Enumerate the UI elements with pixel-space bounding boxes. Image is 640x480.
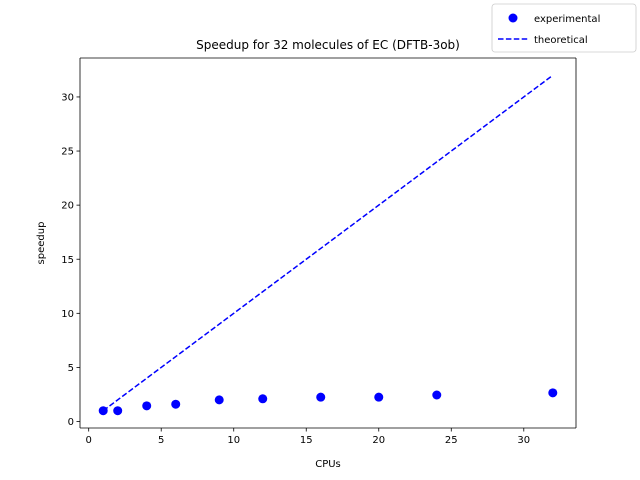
y-tick-label: 0 [68, 417, 74, 428]
data-point-experimental [171, 399, 181, 409]
data-point-experimental [316, 392, 326, 402]
x-tick-label: 5 [158, 435, 164, 446]
legend-frame [491, 3, 637, 53]
chart-title: Speedup for 32 molecules of EC (DFTB-3ob… [196, 38, 460, 52]
legend-label-theoretical: theoretical [534, 35, 588, 46]
data-point-experimental [98, 406, 108, 416]
data-point-experimental [214, 395, 224, 405]
legend-marker-experimental [508, 13, 518, 23]
y-axis-label: speedup [36, 222, 47, 265]
data-point-experimental [113, 406, 123, 416]
data-point-experimental [374, 392, 384, 402]
y-tick-label: 20 [61, 201, 74, 212]
legend: experimental theoretical [491, 3, 637, 53]
x-axis-ticks: 0 5 10 15 20 25 30 [86, 428, 530, 446]
series-line-theoretical [102, 74, 554, 412]
legend-label-experimental: experimental [534, 14, 600, 25]
y-tick-label: 5 [68, 363, 74, 374]
data-point-experimental [548, 388, 558, 398]
x-tick-label: 25 [445, 435, 458, 446]
data-point-experimental [142, 401, 152, 411]
x-tick-label: 30 [517, 435, 530, 446]
axes-frame [79, 57, 577, 429]
x-tick-label: 0 [86, 435, 92, 446]
y-tick-label: 15 [61, 255, 74, 266]
x-axis-label: CPUs [315, 459, 341, 470]
y-tick-label: 30 [61, 93, 74, 104]
data-point-experimental [258, 394, 268, 404]
series-layer [98, 74, 558, 416]
x-tick-label: 20 [372, 435, 385, 446]
x-tick-label: 15 [300, 435, 313, 446]
y-tick-label: 25 [61, 147, 74, 158]
x-tick-label: 10 [227, 435, 240, 446]
y-axis-ticks: 0 5 10 15 20 25 30 [61, 93, 80, 428]
y-tick-label: 10 [61, 309, 74, 320]
data-point-experimental [432, 390, 442, 400]
